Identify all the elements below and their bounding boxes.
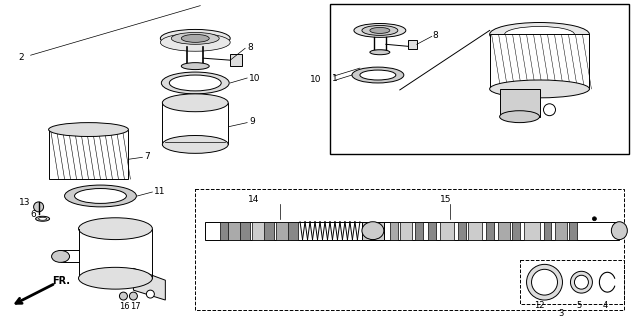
Text: 14: 14 <box>248 196 260 204</box>
Text: 2: 2 <box>19 53 24 62</box>
Ellipse shape <box>172 32 220 44</box>
Ellipse shape <box>352 67 404 83</box>
Circle shape <box>593 217 596 221</box>
Bar <box>415 222 423 240</box>
Bar <box>458 222 466 240</box>
Bar <box>440 222 454 240</box>
Text: 16: 16 <box>120 302 130 311</box>
Ellipse shape <box>490 22 589 46</box>
Ellipse shape <box>161 72 229 94</box>
Ellipse shape <box>504 27 575 42</box>
Ellipse shape <box>611 222 627 240</box>
Ellipse shape <box>500 111 540 123</box>
Ellipse shape <box>65 185 136 207</box>
Ellipse shape <box>527 264 563 300</box>
Ellipse shape <box>181 34 209 42</box>
Ellipse shape <box>79 267 152 289</box>
Ellipse shape <box>362 222 384 240</box>
Circle shape <box>120 292 127 300</box>
Text: 8: 8 <box>433 31 438 40</box>
Ellipse shape <box>163 135 228 153</box>
Text: 11: 11 <box>154 187 166 196</box>
Text: 1: 1 <box>332 74 338 83</box>
Bar <box>498 222 509 240</box>
Ellipse shape <box>49 123 129 137</box>
Ellipse shape <box>570 271 593 293</box>
Ellipse shape <box>360 70 396 80</box>
Ellipse shape <box>575 275 588 289</box>
Bar <box>330 4 629 154</box>
Bar <box>390 222 398 240</box>
Circle shape <box>543 104 556 116</box>
Ellipse shape <box>370 50 390 55</box>
Ellipse shape <box>354 23 406 37</box>
Bar <box>400 222 412 240</box>
Text: 7: 7 <box>145 152 150 161</box>
Text: 4: 4 <box>603 301 608 310</box>
Bar <box>468 222 482 240</box>
Text: 10: 10 <box>249 74 260 83</box>
Text: 5: 5 <box>577 301 582 310</box>
Text: FR.: FR. <box>52 276 70 286</box>
Bar <box>49 130 129 179</box>
Bar <box>520 260 625 304</box>
Bar <box>524 222 540 240</box>
Bar <box>556 222 568 240</box>
Text: 15: 15 <box>440 196 451 204</box>
Ellipse shape <box>362 26 398 36</box>
Bar <box>408 40 417 49</box>
Bar <box>276 222 290 240</box>
Bar <box>230 54 242 66</box>
Text: 9: 9 <box>249 117 255 126</box>
Ellipse shape <box>163 94 228 112</box>
Text: 17: 17 <box>131 302 141 311</box>
Polygon shape <box>133 268 165 300</box>
Ellipse shape <box>52 251 70 262</box>
Bar <box>220 222 230 240</box>
Circle shape <box>147 290 154 298</box>
Ellipse shape <box>161 33 230 51</box>
Ellipse shape <box>161 29 230 47</box>
Bar <box>205 222 620 240</box>
Bar <box>195 189 625 310</box>
Bar <box>543 222 552 240</box>
Text: 12: 12 <box>534 301 545 310</box>
Ellipse shape <box>370 28 390 33</box>
Bar <box>490 34 589 89</box>
Bar <box>240 222 250 240</box>
Bar <box>288 222 298 240</box>
Bar <box>252 222 268 240</box>
Bar <box>486 222 493 240</box>
Circle shape <box>129 292 138 300</box>
Bar <box>428 222 436 240</box>
Circle shape <box>34 202 44 212</box>
Ellipse shape <box>532 269 557 295</box>
Bar <box>362 222 384 240</box>
Bar <box>511 222 520 240</box>
Bar <box>500 89 540 117</box>
Text: 10: 10 <box>310 75 321 84</box>
Ellipse shape <box>74 188 127 204</box>
Bar <box>264 222 274 240</box>
Text: 8: 8 <box>247 43 253 52</box>
Ellipse shape <box>79 218 152 240</box>
Text: 6: 6 <box>31 210 36 219</box>
Bar <box>570 222 577 240</box>
Text: 3: 3 <box>559 309 564 318</box>
Bar <box>228 222 242 240</box>
Text: 13: 13 <box>19 198 30 207</box>
Ellipse shape <box>490 80 589 98</box>
Ellipse shape <box>38 217 47 220</box>
Ellipse shape <box>170 75 221 91</box>
Ellipse shape <box>36 216 49 221</box>
Ellipse shape <box>181 63 209 69</box>
